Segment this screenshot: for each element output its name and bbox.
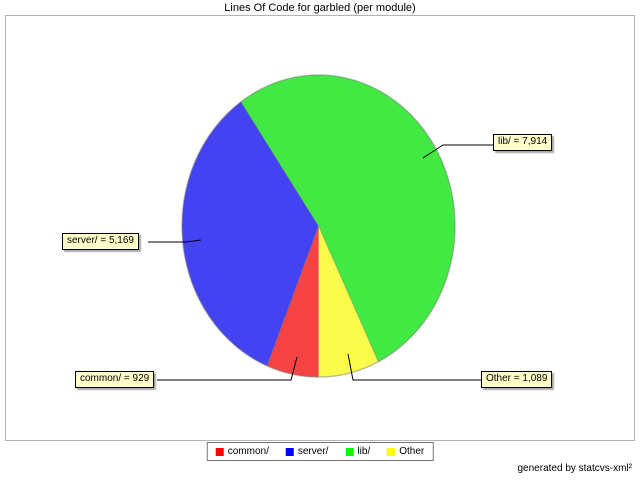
legend-item-lib: lib/ <box>345 446 370 457</box>
legend-swatch-server <box>285 447 294 456</box>
callout-other: Other = 1,089 <box>481 371 553 388</box>
legend: common/ server/ lib/ Other <box>206 442 434 461</box>
legend-item-other: Other <box>387 446 424 457</box>
legend-label-common: common/ <box>227 446 269 457</box>
leader-line-server <box>148 239 202 243</box>
leader-line-other <box>347 353 482 381</box>
callout-common: common/ = 929 <box>75 371 155 388</box>
legend-item-common: common/ <box>215 446 269 457</box>
legend-item-server: server/ <box>285 446 329 457</box>
legend-label-server: server/ <box>297 446 329 457</box>
pie-rim <box>181 74 456 378</box>
callout-lib: lib/ = 7,914 <box>493 134 553 151</box>
generator-credit: generated by statcvs-xml² <box>517 463 633 474</box>
legend-label-lib: lib/ <box>357 446 371 457</box>
pie-slice-other <box>318 225 379 378</box>
legend-swatch-other <box>387 447 396 456</box>
legend-label-other: Other <box>399 446 425 457</box>
legend-swatch-common <box>215 447 224 456</box>
callout-server: server/ = 5,169 <box>62 233 139 250</box>
leader-line-lib <box>422 144 494 159</box>
legend-swatch-lib <box>345 447 354 456</box>
chart-title: Lines Of Code for garbled (per module) <box>224 2 416 14</box>
leader-line-common <box>157 356 298 381</box>
pie-slices-group <box>181 74 456 378</box>
